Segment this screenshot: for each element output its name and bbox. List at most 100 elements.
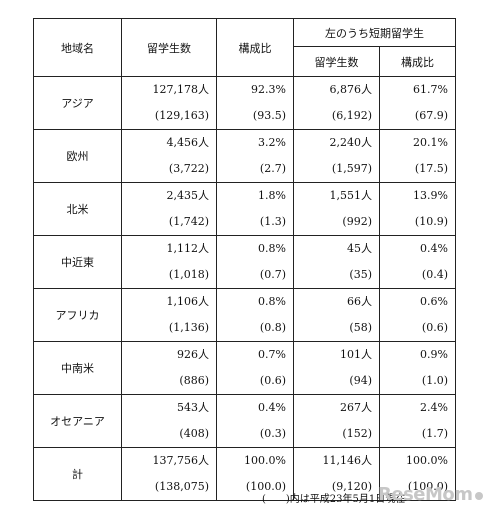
- short-ratio-value: 0.4%: [420, 242, 448, 255]
- short-ratio-prev-value: (1.0): [421, 374, 448, 387]
- region-cell: 北米: [33, 182, 122, 236]
- students-value: 2,435人: [166, 189, 210, 202]
- region-cell: 中近東: [33, 235, 122, 289]
- short-students-value: 11,146人: [322, 454, 373, 467]
- short-students-prev-value: (1,597): [331, 162, 372, 175]
- short-students-prev-value: (9,120): [331, 480, 372, 493]
- ratio-cell: 0.7% (0.6): [216, 341, 294, 395]
- short-ratio-value: 13.9%: [413, 189, 448, 202]
- ratio-value: 1.8%: [258, 189, 286, 202]
- ratio-value: 92.3%: [251, 83, 286, 96]
- short-ratio-prev-value: (17.5): [414, 162, 448, 175]
- short-ratio-cell: 20.1% (17.5): [379, 129, 456, 183]
- short-ratio-value: 20.1%: [413, 136, 448, 149]
- short-ratio-cell: 61.7% (67.9): [379, 76, 456, 130]
- resemom-logo: ReseMom: [378, 484, 483, 505]
- short-students-value: 66人: [347, 295, 372, 308]
- ratio-cell: 3.2% (2.7): [216, 129, 294, 183]
- short-ratio-value: 0.9%: [420, 348, 448, 361]
- header-students: 留学生数: [121, 18, 217, 77]
- header-short-students: 留学生数: [293, 46, 380, 77]
- short-ratio-prev-value: (10.9): [414, 215, 448, 228]
- students-prev-value: (1,742): [168, 215, 209, 228]
- students-value: 543人: [177, 401, 209, 414]
- students-prev-value: (3,722): [168, 162, 209, 175]
- ratio-cell: 1.8% (1.3): [216, 182, 294, 236]
- header-short-ratio: 構成比: [379, 46, 456, 77]
- students-cell: 926人 (886): [121, 341, 217, 395]
- short-students-prev-value: (152): [342, 427, 372, 440]
- students-cell: 543人 (408): [121, 394, 217, 448]
- logo-dot-icon: [474, 492, 483, 500]
- short-students-cell: 101人 (94): [293, 341, 380, 395]
- short-students-value: 6,876人: [329, 83, 373, 96]
- short-ratio-cell: 0.6% (0.6): [379, 288, 456, 342]
- students-value: 926人: [177, 348, 209, 361]
- table-row: 欧州 4,456人 (3,722) 3.2% (2.7) 2,240人 (1,597) 20.…: [33, 129, 456, 183]
- students-value: 127,178人: [152, 83, 210, 96]
- short-ratio-prev-value: (67.9): [414, 109, 448, 122]
- table-row: オセアニア 543人 (408) 0.4% (0.3) 267人 (152) 2.4% (1.7…: [33, 394, 456, 448]
- region-cell: 計: [33, 447, 122, 501]
- students-prev-value: (886): [179, 374, 209, 387]
- short-ratio-value: 61.7%: [413, 83, 448, 96]
- students-prev-value: (138,075): [154, 480, 209, 493]
- short-ratio-prev-value: (1.7): [421, 427, 448, 440]
- table-row: 計 137,756人 (138,075) 100.0% (100.0) 11,146人 (9…: [33, 447, 456, 501]
- region-cell: 中南米: [33, 341, 122, 395]
- students-cell: 1,112人 (1,018): [121, 235, 217, 289]
- short-students-value: 45人: [347, 242, 372, 255]
- ratio-prev-value: (93.5): [252, 109, 286, 122]
- table-row: 中南米 926人 (886) 0.7% (0.6) 101人 (94) 0.9% (1.0): [33, 341, 456, 395]
- header-region: 地域名: [33, 18, 122, 77]
- students-prev-value: (1,018): [168, 268, 209, 281]
- short-students-cell: 267人 (152): [293, 394, 380, 448]
- region-cell: アフリカ: [33, 288, 122, 342]
- ratio-value: 0.8%: [258, 295, 286, 308]
- ratio-value: 0.4%: [258, 401, 286, 414]
- short-ratio-cell: 100.0% (100.0): [379, 447, 456, 501]
- short-students-prev-value: (58): [349, 321, 372, 334]
- logo-text: ReseMom: [378, 484, 473, 505]
- students-cell: 2,435人 (1,742): [121, 182, 217, 236]
- ratio-prev-value: (1.3): [259, 215, 286, 228]
- students-cell: 4,456人 (3,722): [121, 129, 217, 183]
- ratio-cell: 0.8% (0.7): [216, 235, 294, 289]
- short-students-value: 267人: [340, 401, 372, 414]
- region-cell: オセアニア: [33, 394, 122, 448]
- short-students-cell: 11,146人 (9,120): [293, 447, 380, 501]
- short-students-cell: 2,240人 (1,597): [293, 129, 380, 183]
- ratio-prev-value: (100.0): [245, 480, 286, 493]
- ratio-prev-value: (2.7): [259, 162, 286, 175]
- short-ratio-cell: 13.9% (10.9): [379, 182, 456, 236]
- student-stats-table: 地域名 留学生数 構成比 左のうち短期留学生 留学生数 構成比 アジア 127,1…: [33, 18, 456, 501]
- students-value: 4,456人: [166, 136, 210, 149]
- short-students-cell: 66人 (58): [293, 288, 380, 342]
- ratio-value: 3.2%: [258, 136, 286, 149]
- students-prev-value: (1,136): [168, 321, 209, 334]
- ratio-cell: 0.4% (0.3): [216, 394, 294, 448]
- header-short-term-group: 左のうち短期留学生: [293, 18, 456, 47]
- ratio-cell: 92.3% (93.5): [216, 76, 294, 130]
- short-ratio-value: 100.0%: [406, 454, 448, 467]
- short-ratio-cell: 0.4% (0.4): [379, 235, 456, 289]
- short-students-prev-value: (94): [349, 374, 372, 387]
- short-ratio-cell: 0.9% (1.0): [379, 341, 456, 395]
- short-students-cell: 45人 (35): [293, 235, 380, 289]
- ratio-value: 0.7%: [258, 348, 286, 361]
- short-students-prev-value: (6,192): [331, 109, 372, 122]
- short-students-prev-value: (992): [342, 215, 372, 228]
- ratio-value: 100.0%: [244, 454, 286, 467]
- ratio-value: 0.8%: [258, 242, 286, 255]
- students-cell: 127,178人 (129,163): [121, 76, 217, 130]
- short-ratio-value: 0.6%: [420, 295, 448, 308]
- students-value: 1,106人: [166, 295, 210, 308]
- students-cell: 1,106人 (1,136): [121, 288, 217, 342]
- table-row: 北米 2,435人 (1,742) 1.8% (1.3) 1,551人 (992) 13.9%…: [33, 182, 456, 236]
- short-students-cell: 1,551人 (992): [293, 182, 380, 236]
- table-row: アジア 127,178人 (129,163) 92.3% (93.5) 6,876人 (6,…: [33, 76, 456, 130]
- short-students-prev-value: (35): [349, 268, 372, 281]
- ratio-prev-value: (0.8): [259, 321, 286, 334]
- short-students-value: 2,240人: [329, 136, 373, 149]
- ratio-prev-value: (0.6): [259, 374, 286, 387]
